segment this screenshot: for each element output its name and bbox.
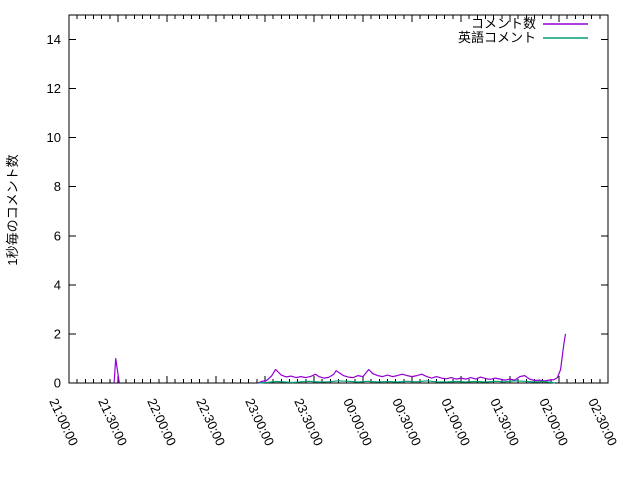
x-tick-label: 23:30:00 [291, 396, 326, 448]
y-tick-label: 4 [54, 277, 61, 292]
english-comments-line [258, 380, 556, 384]
x-tick-label: 22:00:00 [144, 396, 179, 448]
legend-label-comments: コメント数 [471, 16, 536, 31]
x-tick-label: 21:00:00 [46, 396, 81, 448]
x-tick-label: 21:30:00 [95, 396, 130, 448]
y-tick-label: 14 [47, 32, 61, 47]
y-tick-label: 8 [54, 179, 61, 194]
data-series [113, 333, 567, 384]
x-tick-label: 23:00:00 [242, 396, 277, 448]
x-tick-label: 22:30:00 [193, 396, 228, 448]
x-tick-label: 00:00:00 [340, 396, 375, 448]
y-tick-label: 12 [47, 81, 61, 96]
x-tick-label: 01:30:00 [487, 396, 522, 448]
legend-label-english-comments: 英語コメント [458, 30, 536, 45]
comments-line [257, 333, 567, 384]
comments-line [113, 357, 120, 384]
plot-border [68, 14, 609, 384]
y-axis-label: 1秒毎のコメント数 [5, 154, 20, 265]
x-tick-label: 02:00:00 [536, 396, 571, 448]
y-tick-label: 0 [54, 376, 61, 391]
x-tick-label: 00:30:00 [389, 396, 424, 448]
y-tick-label: 10 [47, 130, 61, 145]
y-tick-label: 2 [54, 326, 61, 341]
legend: コメント数 英語コメント [458, 16, 588, 45]
x-tick-label: 02:30:00 [585, 396, 620, 448]
y-tick-label: 6 [54, 228, 61, 243]
x-tick-label: 01:00:00 [438, 396, 473, 448]
tick-labels: 0 2 4 6 8 10 12 14 21:00:00 21:30:00 22:00:00 22:30… [46, 32, 620, 448]
axes [68, 14, 609, 384]
